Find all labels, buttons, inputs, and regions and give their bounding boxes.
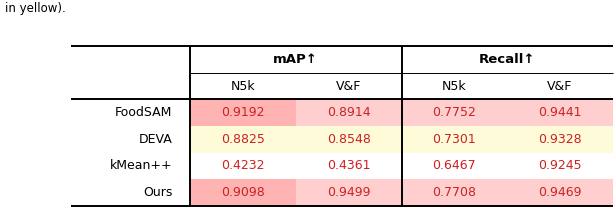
Bar — [296, 73, 402, 99]
Text: DEVA: DEVA — [139, 133, 172, 146]
Text: 0.4232: 0.4232 — [221, 159, 265, 172]
Text: 0.7752: 0.7752 — [432, 106, 476, 119]
Text: N5k: N5k — [442, 80, 467, 93]
Bar — [507, 179, 613, 206]
Text: 0.7301: 0.7301 — [432, 133, 476, 146]
Text: 0.4361: 0.4361 — [327, 159, 370, 172]
Text: FoodSAM: FoodSAM — [115, 106, 172, 119]
Bar — [296, 179, 402, 206]
Bar — [190, 126, 296, 153]
Bar — [507, 126, 613, 153]
Text: V&F: V&F — [336, 80, 362, 93]
Bar — [71, 153, 190, 179]
Text: 0.8548: 0.8548 — [326, 133, 371, 146]
Text: 0.9469: 0.9469 — [538, 186, 582, 199]
Bar — [402, 99, 507, 126]
Text: 0.6467: 0.6467 — [432, 159, 476, 172]
Text: 0.8825: 0.8825 — [221, 133, 265, 146]
Bar — [190, 179, 296, 206]
Bar — [296, 46, 402, 73]
Bar — [402, 73, 507, 99]
Bar — [507, 46, 613, 73]
Text: Recall↑: Recall↑ — [479, 53, 535, 66]
Bar — [71, 73, 190, 99]
Bar — [190, 153, 296, 179]
Text: 0.9499: 0.9499 — [327, 186, 370, 199]
Text: mAP↑: mAP↑ — [274, 53, 318, 66]
Text: 0.8914: 0.8914 — [327, 106, 370, 119]
Bar — [402, 179, 507, 206]
Text: 0.9245: 0.9245 — [538, 159, 582, 172]
Bar — [296, 99, 402, 126]
Bar — [190, 99, 296, 126]
Bar — [71, 46, 190, 73]
Bar — [296, 126, 402, 153]
Text: in yellow).: in yellow). — [5, 2, 66, 15]
Text: 0.9441: 0.9441 — [538, 106, 582, 119]
Bar — [507, 153, 613, 179]
Bar — [402, 153, 507, 179]
Text: kMean++: kMean++ — [110, 159, 172, 172]
Bar — [402, 126, 507, 153]
Text: 0.9098: 0.9098 — [221, 186, 265, 199]
Bar — [71, 99, 190, 126]
Bar — [507, 99, 613, 126]
Text: V&F: V&F — [548, 80, 573, 93]
Bar — [296, 153, 402, 179]
Bar — [190, 73, 296, 99]
Text: N5k: N5k — [230, 80, 255, 93]
Bar — [507, 73, 613, 99]
Bar — [190, 46, 296, 73]
Bar — [71, 179, 190, 206]
Text: Ours: Ours — [143, 186, 172, 199]
Text: 0.9192: 0.9192 — [221, 106, 265, 119]
Text: 0.7708: 0.7708 — [432, 186, 476, 199]
Bar — [71, 126, 190, 153]
Text: 0.9328: 0.9328 — [538, 133, 582, 146]
Bar — [402, 46, 507, 73]
